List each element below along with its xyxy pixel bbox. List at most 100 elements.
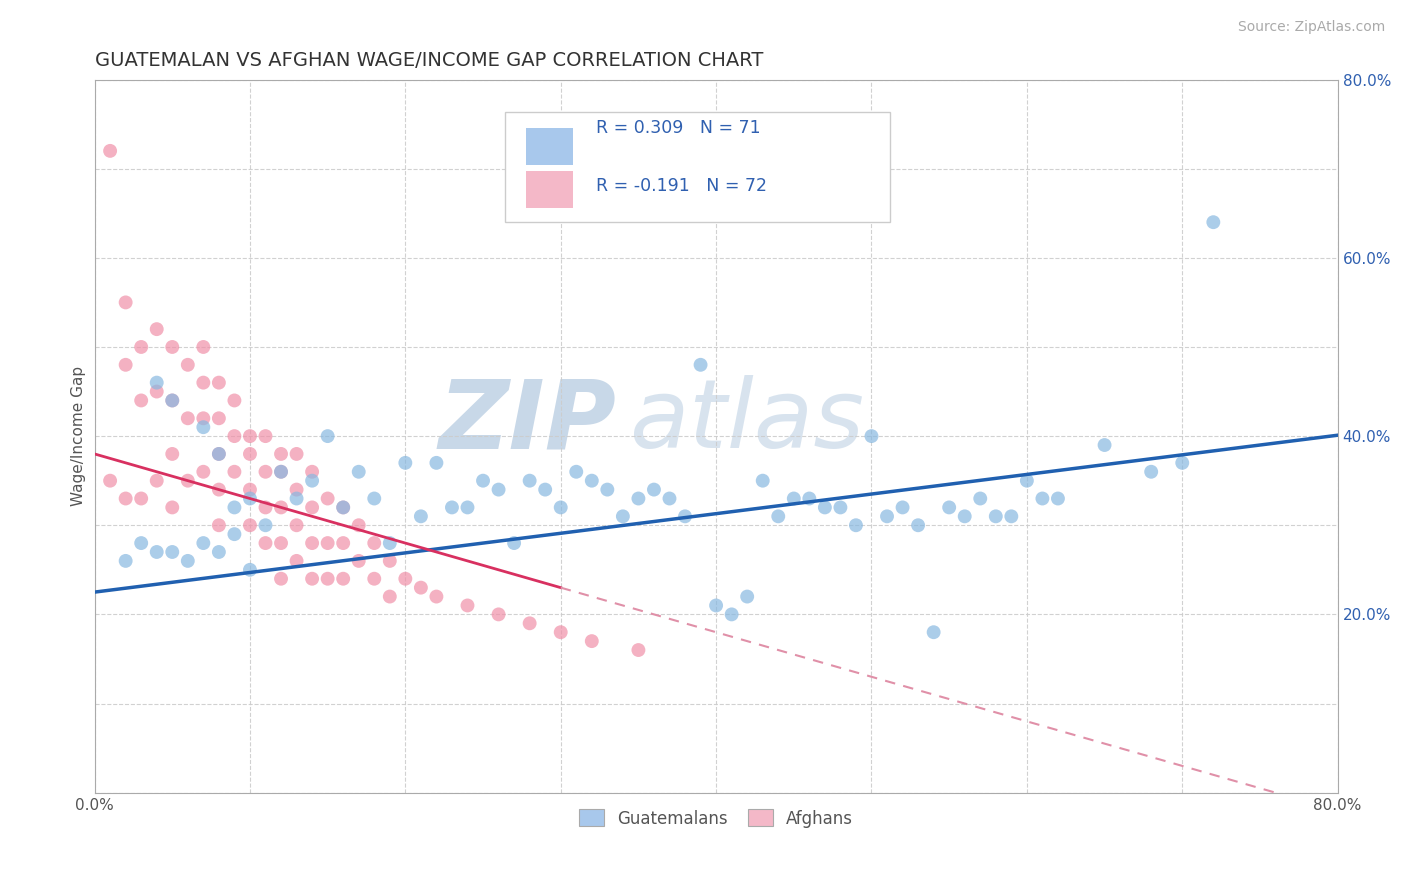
Point [488,607,510,622]
Point [114,358,136,372]
Point [129,491,152,506]
Point [519,616,541,631]
Point [224,465,246,479]
Point [830,500,852,515]
Point [129,536,152,550]
Point [984,509,1007,524]
Point [145,384,167,399]
Point [565,465,588,479]
Point [347,465,370,479]
Point [301,474,323,488]
Point [735,590,758,604]
Point [1202,215,1225,229]
Point [239,491,262,506]
Point [114,554,136,568]
Point [503,536,526,550]
Point [114,295,136,310]
Point [316,536,339,550]
Point [347,518,370,533]
Point [129,393,152,408]
Point [239,518,262,533]
Point [409,509,432,524]
Point [177,554,200,568]
Point [208,447,231,461]
Point [1094,438,1116,452]
Point [193,340,215,354]
Point [876,509,898,524]
Point [177,474,200,488]
Point [1046,491,1069,506]
Point [145,474,167,488]
Point [301,500,323,515]
Point [162,447,184,461]
Point [581,634,603,648]
Text: ZIP: ZIP [439,376,617,468]
Point [254,429,277,443]
Text: R = -0.191   N = 72: R = -0.191 N = 72 [596,177,766,194]
Point [285,554,308,568]
Point [177,411,200,425]
Point [332,536,354,550]
Point [938,500,960,515]
Bar [526,171,574,208]
Point [224,527,246,541]
Point [456,599,478,613]
Point [891,500,914,515]
Point [270,447,292,461]
Point [114,491,136,506]
Point [596,483,619,497]
Point [953,509,976,524]
Point [1031,491,1053,506]
Point [285,447,308,461]
Point [488,483,510,497]
Point [162,393,184,408]
Point [472,474,495,488]
Point [208,411,231,425]
Point [162,500,184,515]
Point [550,625,572,640]
Point [270,465,292,479]
Point [316,491,339,506]
Point [922,625,945,640]
Point [239,563,262,577]
Point [162,340,184,354]
Y-axis label: Wage/Income Gap: Wage/Income Gap [72,366,86,506]
Point [581,474,603,488]
Point [394,572,416,586]
Point [224,429,246,443]
Point [162,545,184,559]
Point [814,500,837,515]
Point [145,545,167,559]
Point [254,536,277,550]
Point [378,536,401,550]
Legend: Guatemalans, Afghans: Guatemalans, Afghans [572,803,860,834]
Text: GUATEMALAN VS AFGHAN WAGE/INCOME GAP CORRELATION CHART: GUATEMALAN VS AFGHAN WAGE/INCOME GAP COR… [94,51,763,70]
Point [301,536,323,550]
Point [409,581,432,595]
Point [208,376,231,390]
Text: Source: ZipAtlas.com: Source: ZipAtlas.com [1237,20,1385,34]
Point [316,572,339,586]
Point [285,491,308,506]
Point [751,474,773,488]
Point [193,411,215,425]
Point [332,500,354,515]
Point [270,536,292,550]
Point [254,518,277,533]
Point [208,447,231,461]
Point [301,572,323,586]
Point [332,500,354,515]
Point [1000,509,1022,524]
Point [363,536,385,550]
Point [193,465,215,479]
Point [98,144,121,158]
Point [969,491,991,506]
Point [612,509,634,524]
Point [270,572,292,586]
Point [799,491,821,506]
Point [285,483,308,497]
Point [254,465,277,479]
Point [254,500,277,515]
Point [162,393,184,408]
Point [378,590,401,604]
